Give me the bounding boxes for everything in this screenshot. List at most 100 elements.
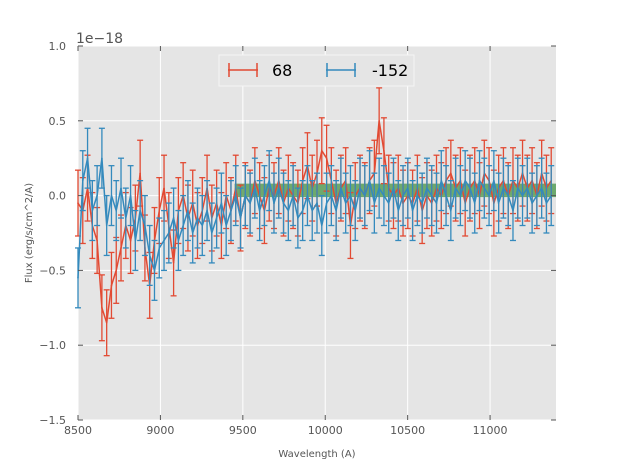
data-point xyxy=(473,202,476,204)
data-point xyxy=(292,194,294,197)
data-point xyxy=(244,194,247,197)
data-point xyxy=(325,157,328,159)
data-point xyxy=(139,209,141,212)
data-point xyxy=(430,194,433,197)
data-point xyxy=(545,202,548,204)
x-tick-label: 8500 xyxy=(64,424,92,437)
data-point xyxy=(105,321,108,324)
data-point xyxy=(158,209,161,212)
data-point xyxy=(311,209,314,212)
data-point xyxy=(359,187,361,189)
data-point xyxy=(139,172,141,174)
data-point xyxy=(153,269,156,272)
data-point xyxy=(268,179,271,182)
data-point xyxy=(115,209,118,212)
data-point xyxy=(445,194,447,197)
data-point xyxy=(536,194,538,197)
data-point xyxy=(488,194,490,197)
data-point xyxy=(493,179,495,182)
data-point xyxy=(258,209,261,212)
data-point xyxy=(440,179,443,182)
data-point xyxy=(397,209,400,212)
data-point xyxy=(320,224,323,227)
data-point xyxy=(201,224,204,227)
data-point xyxy=(383,149,385,152)
y-tick-label: 0.0 xyxy=(49,190,67,203)
data-point xyxy=(163,239,165,242)
data-point xyxy=(378,187,380,189)
data-point xyxy=(497,202,500,204)
x-tick-label: 10500 xyxy=(390,424,425,437)
data-point xyxy=(454,187,457,189)
data-point xyxy=(373,202,376,204)
data-point xyxy=(426,187,428,189)
data-point xyxy=(220,202,223,204)
legend-marker-68 xyxy=(228,63,258,77)
data-point xyxy=(325,202,328,204)
data-point xyxy=(172,217,175,219)
data-point xyxy=(206,209,208,212)
data-point xyxy=(502,187,505,189)
shaded-band-rect xyxy=(234,183,556,198)
data-point xyxy=(416,194,419,197)
data-point xyxy=(196,217,199,219)
data-point xyxy=(134,239,137,242)
y-axis-label: Flux (erg/s/cm^2/A) xyxy=(24,183,35,283)
data-point xyxy=(349,194,352,197)
data-point xyxy=(273,202,275,204)
data-point xyxy=(335,209,337,212)
data-point xyxy=(464,179,466,182)
data-point xyxy=(478,179,481,182)
y-tick-label: 0.5 xyxy=(49,115,67,128)
legend-label-152: -152 xyxy=(372,61,408,80)
data-point xyxy=(277,187,280,189)
data-point xyxy=(230,209,232,212)
data-point xyxy=(77,202,79,204)
data-point xyxy=(129,194,132,197)
data-point xyxy=(254,187,256,189)
shaded-band xyxy=(234,183,556,198)
data-point xyxy=(521,194,524,197)
data-point xyxy=(526,187,529,189)
data-point xyxy=(91,209,94,212)
data-point xyxy=(120,187,122,189)
data-point xyxy=(340,187,342,189)
data-point xyxy=(225,224,227,227)
data-point xyxy=(507,194,510,197)
data-point xyxy=(81,179,84,182)
data-point xyxy=(105,224,108,227)
y-offset-label: 1e−18 xyxy=(76,31,123,47)
data-point xyxy=(297,217,299,219)
data-point xyxy=(516,187,519,189)
series-line xyxy=(77,158,552,278)
data-point xyxy=(125,217,127,219)
data-point xyxy=(378,120,380,122)
data-point xyxy=(540,187,543,189)
legend-marker-152 xyxy=(326,63,356,77)
data-point xyxy=(234,194,237,197)
data-point xyxy=(320,149,323,152)
data-point xyxy=(287,209,290,212)
data-point xyxy=(450,172,452,174)
y-tick-label: −1.0 xyxy=(39,339,66,352)
data-point xyxy=(120,247,122,249)
data-point xyxy=(354,209,357,212)
data-point xyxy=(168,232,170,234)
data-point xyxy=(531,202,533,204)
data-point xyxy=(512,209,514,212)
data-point xyxy=(144,224,146,227)
x-tick-label: 11000 xyxy=(473,424,508,437)
data-point xyxy=(101,157,103,159)
data-point xyxy=(96,239,98,242)
data-point xyxy=(387,202,390,204)
legend: 68 -152 xyxy=(218,54,415,87)
data-point xyxy=(182,224,184,227)
data-point xyxy=(191,232,194,234)
data-point xyxy=(177,239,180,242)
ticks: 8500 9000 9500 10000 10500 11000 1.0 0.5 0.0 −0.5… xyxy=(39,40,556,437)
data-point xyxy=(77,277,79,279)
series-group xyxy=(75,87,555,357)
y-tick-label: 1.0 xyxy=(49,40,67,53)
data-point xyxy=(263,194,266,197)
data-point xyxy=(148,254,151,257)
